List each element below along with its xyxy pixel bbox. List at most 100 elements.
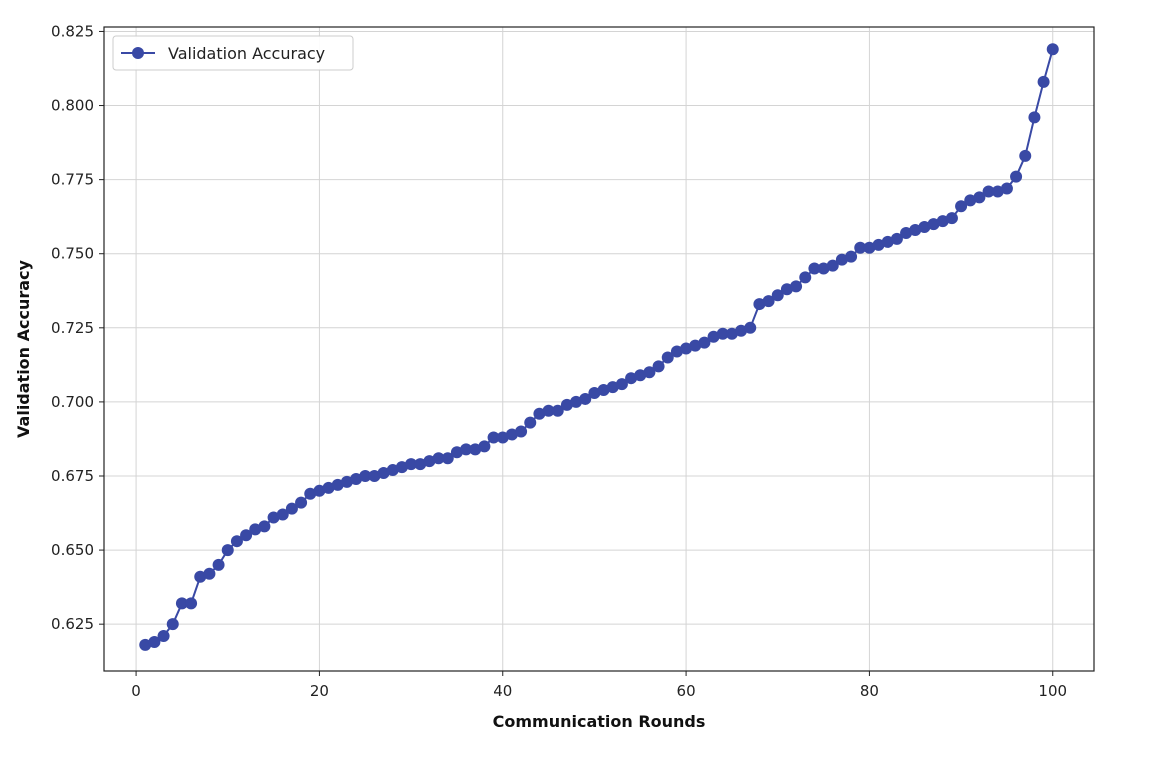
- data-point: [331, 478, 344, 491]
- data-point: [395, 461, 408, 474]
- x-tick-label: 60: [677, 682, 696, 700]
- data-point: [203, 567, 216, 580]
- data-point: [918, 221, 931, 234]
- data-point: [936, 215, 949, 228]
- data-point: [817, 262, 830, 275]
- data-point: [515, 425, 528, 438]
- data-point: [405, 458, 418, 471]
- data-point: [560, 398, 573, 411]
- data-point: [414, 458, 427, 471]
- data-point: [276, 508, 289, 521]
- data-point: [744, 321, 757, 334]
- series-layer: [139, 43, 1059, 651]
- data-point: [652, 360, 665, 373]
- plot-frame: [103, 26, 1095, 672]
- data-point: [368, 469, 381, 482]
- data-point: [496, 431, 509, 444]
- data-point: [221, 544, 234, 557]
- legend-marker-swatch: [132, 47, 144, 59]
- x-tick-label: 100: [1038, 682, 1067, 700]
- data-point: [670, 345, 683, 358]
- data-point: [542, 404, 555, 417]
- data-point: [386, 464, 399, 477]
- data-point: [588, 387, 601, 400]
- data-point: [799, 271, 812, 284]
- data-point: [973, 191, 986, 204]
- data-point: [166, 618, 179, 631]
- data-point: [212, 558, 225, 571]
- y-tick-label: 0.625: [51, 615, 94, 633]
- data-point: [377, 467, 390, 480]
- data-point: [991, 185, 1004, 198]
- data-point: [230, 535, 243, 548]
- data-point: [909, 224, 922, 237]
- data-point: [359, 469, 372, 482]
- data-point: [295, 496, 308, 509]
- data-point: [1028, 111, 1041, 124]
- data-point: [845, 250, 858, 263]
- data-point: [1037, 75, 1050, 88]
- y-tick-label: 0.725: [51, 319, 94, 337]
- data-point: [597, 384, 610, 397]
- x-tick-label: 20: [310, 682, 329, 700]
- data-point: [249, 523, 262, 536]
- data-point: [139, 638, 152, 651]
- data-point: [634, 369, 647, 382]
- data-point: [533, 407, 546, 420]
- data-point: [157, 630, 170, 643]
- legend-box: [112, 35, 354, 71]
- data-point: [762, 295, 775, 308]
- data-point: [194, 570, 207, 583]
- data-point: [615, 378, 628, 391]
- data-point: [240, 529, 253, 542]
- data-point: [753, 298, 766, 311]
- data-point: [175, 597, 188, 610]
- data-point: [258, 520, 271, 533]
- data-point: [689, 339, 702, 352]
- data-point: [350, 472, 363, 485]
- data-point: [450, 446, 463, 459]
- data-point: [771, 289, 784, 302]
- x-axis-title: Communication Rounds: [493, 712, 706, 731]
- data-point: [625, 372, 638, 385]
- data-point: [606, 381, 619, 394]
- data-point: [432, 452, 445, 465]
- data-point: [322, 481, 335, 494]
- data-point: [790, 280, 803, 293]
- y-tick-label: 0.700: [51, 393, 94, 411]
- data-point: [551, 404, 564, 417]
- data-point: [1000, 182, 1013, 195]
- grid: [104, 27, 1094, 671]
- data-point: [826, 259, 839, 272]
- data-point: [1019, 149, 1032, 162]
- data-point: [680, 342, 693, 355]
- data-point: [185, 597, 198, 610]
- data-point: [148, 635, 161, 648]
- y-tick-label: 0.750: [51, 245, 94, 263]
- y-axis-title: Validation Accuracy: [14, 259, 33, 438]
- x-tick-label: 80: [860, 682, 879, 700]
- data-point: [661, 351, 674, 364]
- data-point: [423, 455, 436, 468]
- data-point: [1010, 170, 1023, 183]
- data-point: [313, 484, 326, 497]
- data-point: [964, 194, 977, 207]
- data-point: [707, 330, 720, 343]
- data-point: [872, 238, 885, 251]
- data-point: [487, 431, 500, 444]
- data-point: [945, 212, 958, 225]
- data-point: [927, 218, 940, 231]
- data-point: [478, 440, 491, 453]
- data-point: [835, 253, 848, 266]
- data-point: [460, 443, 473, 456]
- data-point: [505, 428, 518, 441]
- data-point: [469, 443, 482, 456]
- data-point: [881, 235, 894, 248]
- data-point: [304, 487, 317, 500]
- legend: Validation Accuracy: [112, 35, 354, 71]
- x-tick-label: 40: [493, 682, 512, 700]
- y-tick-label: 0.825: [51, 22, 94, 40]
- data-point: [643, 366, 656, 379]
- data-point: [982, 185, 995, 198]
